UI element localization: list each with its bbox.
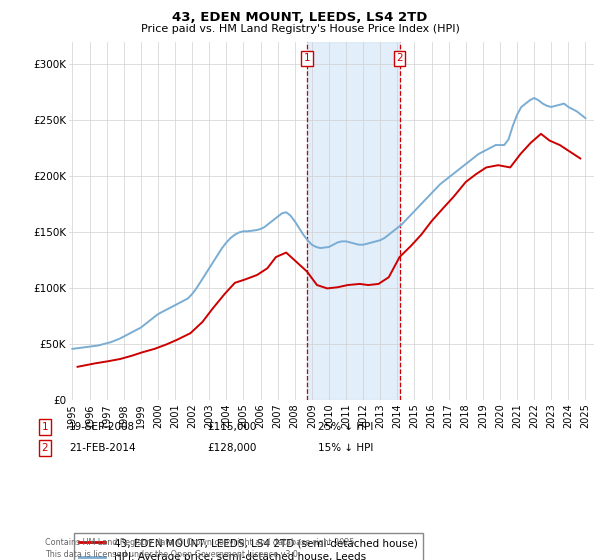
Text: £128,000: £128,000 <box>207 443 256 453</box>
Text: 2: 2 <box>41 443 49 453</box>
Text: 25% ↓ HPI: 25% ↓ HPI <box>318 422 373 432</box>
Text: 1: 1 <box>41 422 49 432</box>
Text: 43, EDEN MOUNT, LEEDS, LS4 2TD: 43, EDEN MOUNT, LEEDS, LS4 2TD <box>172 11 428 24</box>
Text: 2: 2 <box>396 53 403 63</box>
Text: Contains HM Land Registry data © Crown copyright and database right 2025.
This d: Contains HM Land Registry data © Crown c… <box>45 538 357 559</box>
Text: £115,000: £115,000 <box>207 422 256 432</box>
Text: Price paid vs. HM Land Registry's House Price Index (HPI): Price paid vs. HM Land Registry's House … <box>140 24 460 34</box>
Text: 1: 1 <box>304 53 310 63</box>
Text: 21-FEB-2014: 21-FEB-2014 <box>69 443 136 453</box>
Text: 19-SEP-2008: 19-SEP-2008 <box>69 422 135 432</box>
Legend: 43, EDEN MOUNT, LEEDS, LS4 2TD (semi-detached house), HPI: Average price, semi-d: 43, EDEN MOUNT, LEEDS, LS4 2TD (semi-det… <box>74 533 423 560</box>
Text: 15% ↓ HPI: 15% ↓ HPI <box>318 443 373 453</box>
Bar <box>307 42 400 400</box>
